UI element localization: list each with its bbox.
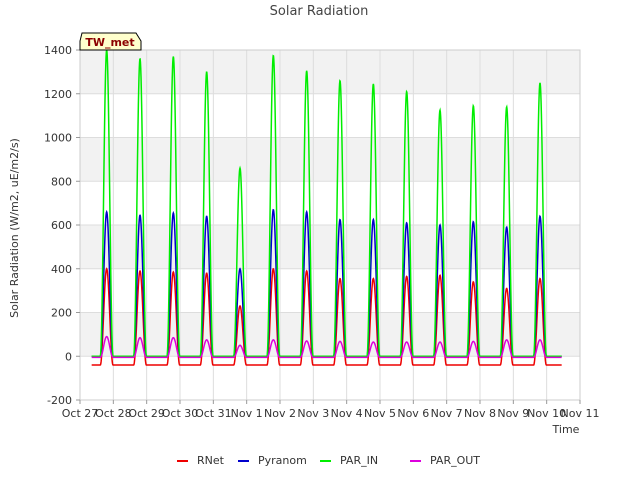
x-tick-label: Nov 11 — [561, 407, 600, 420]
y-tick-label: 600 — [51, 219, 72, 232]
x-axis-label: Time — [552, 423, 580, 436]
y-tick-label: 800 — [51, 175, 72, 188]
x-tick-label: Oct 28 — [95, 407, 132, 420]
x-tick-label: Nov 3 — [297, 407, 329, 420]
station-badge: TW_met — [79, 32, 142, 51]
x-tick-label: Nov 5 — [364, 407, 396, 420]
series-line-par_out — [91, 335, 562, 359]
series-line-rnet — [91, 267, 562, 366]
x-tick-label: Nov 1 — [231, 407, 263, 420]
x-tick-label: Oct 29 — [128, 407, 165, 420]
plot-band — [80, 356, 580, 400]
legend-label: PAR_OUT — [430, 454, 480, 467]
chart-title: Solar Radiation — [270, 4, 369, 19]
plot-band — [80, 181, 580, 225]
y-tick-label: 1000 — [44, 132, 72, 145]
plot-background-bands — [80, 50, 580, 400]
legend-label: Pyranom — [258, 454, 307, 467]
legend-label: RNet — [197, 454, 225, 467]
y-tick-label: -200 — [47, 394, 72, 407]
series-layer — [91, 49, 562, 366]
plot-band — [80, 225, 580, 269]
y-tick-label: 1400 — [44, 44, 72, 57]
x-tick-label: Nov 2 — [264, 407, 296, 420]
y-axis-label: Solar Radiation (W/m2, uE/m2/s) — [8, 138, 21, 318]
x-tick-label: Oct 31 — [195, 407, 232, 420]
legend-item-rnet: RNet — [177, 454, 225, 467]
x-tick-label: Nov 8 — [464, 407, 496, 420]
x-tick-label: Nov 10 — [527, 407, 566, 420]
station-badge-label: TW_met — [85, 36, 134, 49]
x-tick-label: Nov 9 — [497, 407, 529, 420]
legend-item-par_out: PAR_OUT — [410, 454, 480, 467]
y-tick-label: 0 — [65, 350, 72, 363]
plot-band — [80, 93, 580, 138]
legend-item-pyranom: Pyranom — [238, 454, 307, 467]
y-tick-label: 400 — [51, 263, 72, 276]
legend-item-par_in: PAR_IN — [320, 454, 378, 467]
x-tick-label: Nov 6 — [397, 407, 429, 420]
legend-label: PAR_IN — [340, 454, 378, 467]
plot-band — [80, 50, 580, 94]
series-line-par_in — [91, 49, 562, 357]
x-tick-label: Oct 30 — [162, 407, 199, 420]
x-tick-label: Nov 4 — [331, 407, 363, 420]
y-tick-label: 1200 — [44, 88, 72, 101]
plot-band — [80, 137, 580, 182]
x-tick-label: Oct 27 — [62, 407, 99, 420]
station-badge-box — [79, 32, 142, 51]
plot-band — [80, 312, 580, 357]
y-tick-label: 200 — [51, 307, 72, 320]
x-tick-label: Nov 7 — [431, 407, 463, 420]
legend: RNet Pyranom PAR_IN PAR_OUT — [177, 454, 480, 467]
plot-band — [80, 268, 580, 313]
